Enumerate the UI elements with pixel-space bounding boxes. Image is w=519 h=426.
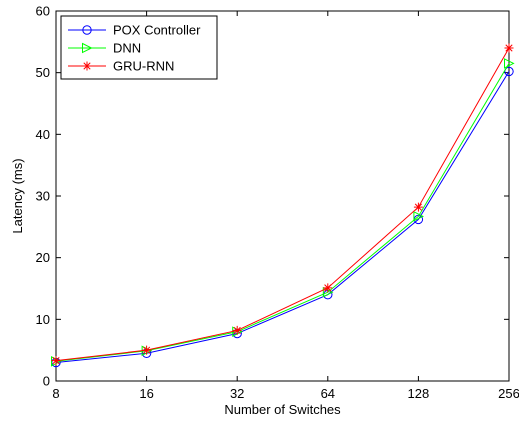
legend-label-gru-rnn: GRU-RNN: [113, 59, 174, 74]
legend-marker-gru-rnn: [82, 61, 92, 71]
series-layer: [51, 43, 515, 368]
series-line-dnn: [55, 63, 510, 362]
x-tick-label: 16: [139, 386, 153, 401]
data-point-gru-rnn: [323, 283, 333, 293]
data-point-gru-rnn: [504, 43, 514, 53]
series-line-gru-rnn: [55, 47, 510, 362]
x-tick-label: 64: [321, 386, 335, 401]
x-tick-label: 32: [230, 386, 244, 401]
legend-label-dnn: DNN: [113, 41, 141, 56]
data-point-gru-rnn: [232, 325, 242, 335]
data-point-gru-rnn: [413, 202, 423, 212]
series-gru-rnn: [51, 43, 514, 366]
y-tick-label: 10: [36, 312, 50, 327]
x-tick-label: 256: [498, 386, 519, 401]
data-point-gru-rnn: [142, 345, 152, 355]
legend-entry-pox-controller: POX Controller: [68, 23, 201, 38]
y-tick-label: 30: [36, 189, 50, 204]
y-tick-label: 40: [36, 127, 50, 142]
x-tick-label: 128: [408, 386, 430, 401]
data-point-dnn: [504, 58, 515, 69]
series-line-pox-controller: [55, 71, 510, 363]
y-tick-label: 60: [36, 4, 50, 19]
x-tick-label: 8: [52, 386, 59, 401]
legend: POX Controller DNN GRU-RNN: [60, 15, 218, 80]
data-point-dnn: [413, 211, 425, 222]
legend-label-pox-controller: POX Controller: [113, 23, 201, 38]
legend-entry-dnn: DNN: [68, 41, 141, 56]
y-tick-label: 0: [43, 374, 50, 389]
data-point-gru-rnn: [51, 356, 61, 366]
y-tick-label: 50: [36, 65, 50, 80]
x-axis-title: Number of Switches: [224, 402, 341, 417]
y-axis-title: Latency (ms): [10, 158, 25, 233]
legend-marker-pox-controller: [82, 25, 92, 35]
y-tick-label: 20: [36, 250, 50, 265]
legend-marker-dnn: [82, 42, 93, 54]
legend-entry-gru-rnn: GRU-RNN: [68, 59, 174, 74]
